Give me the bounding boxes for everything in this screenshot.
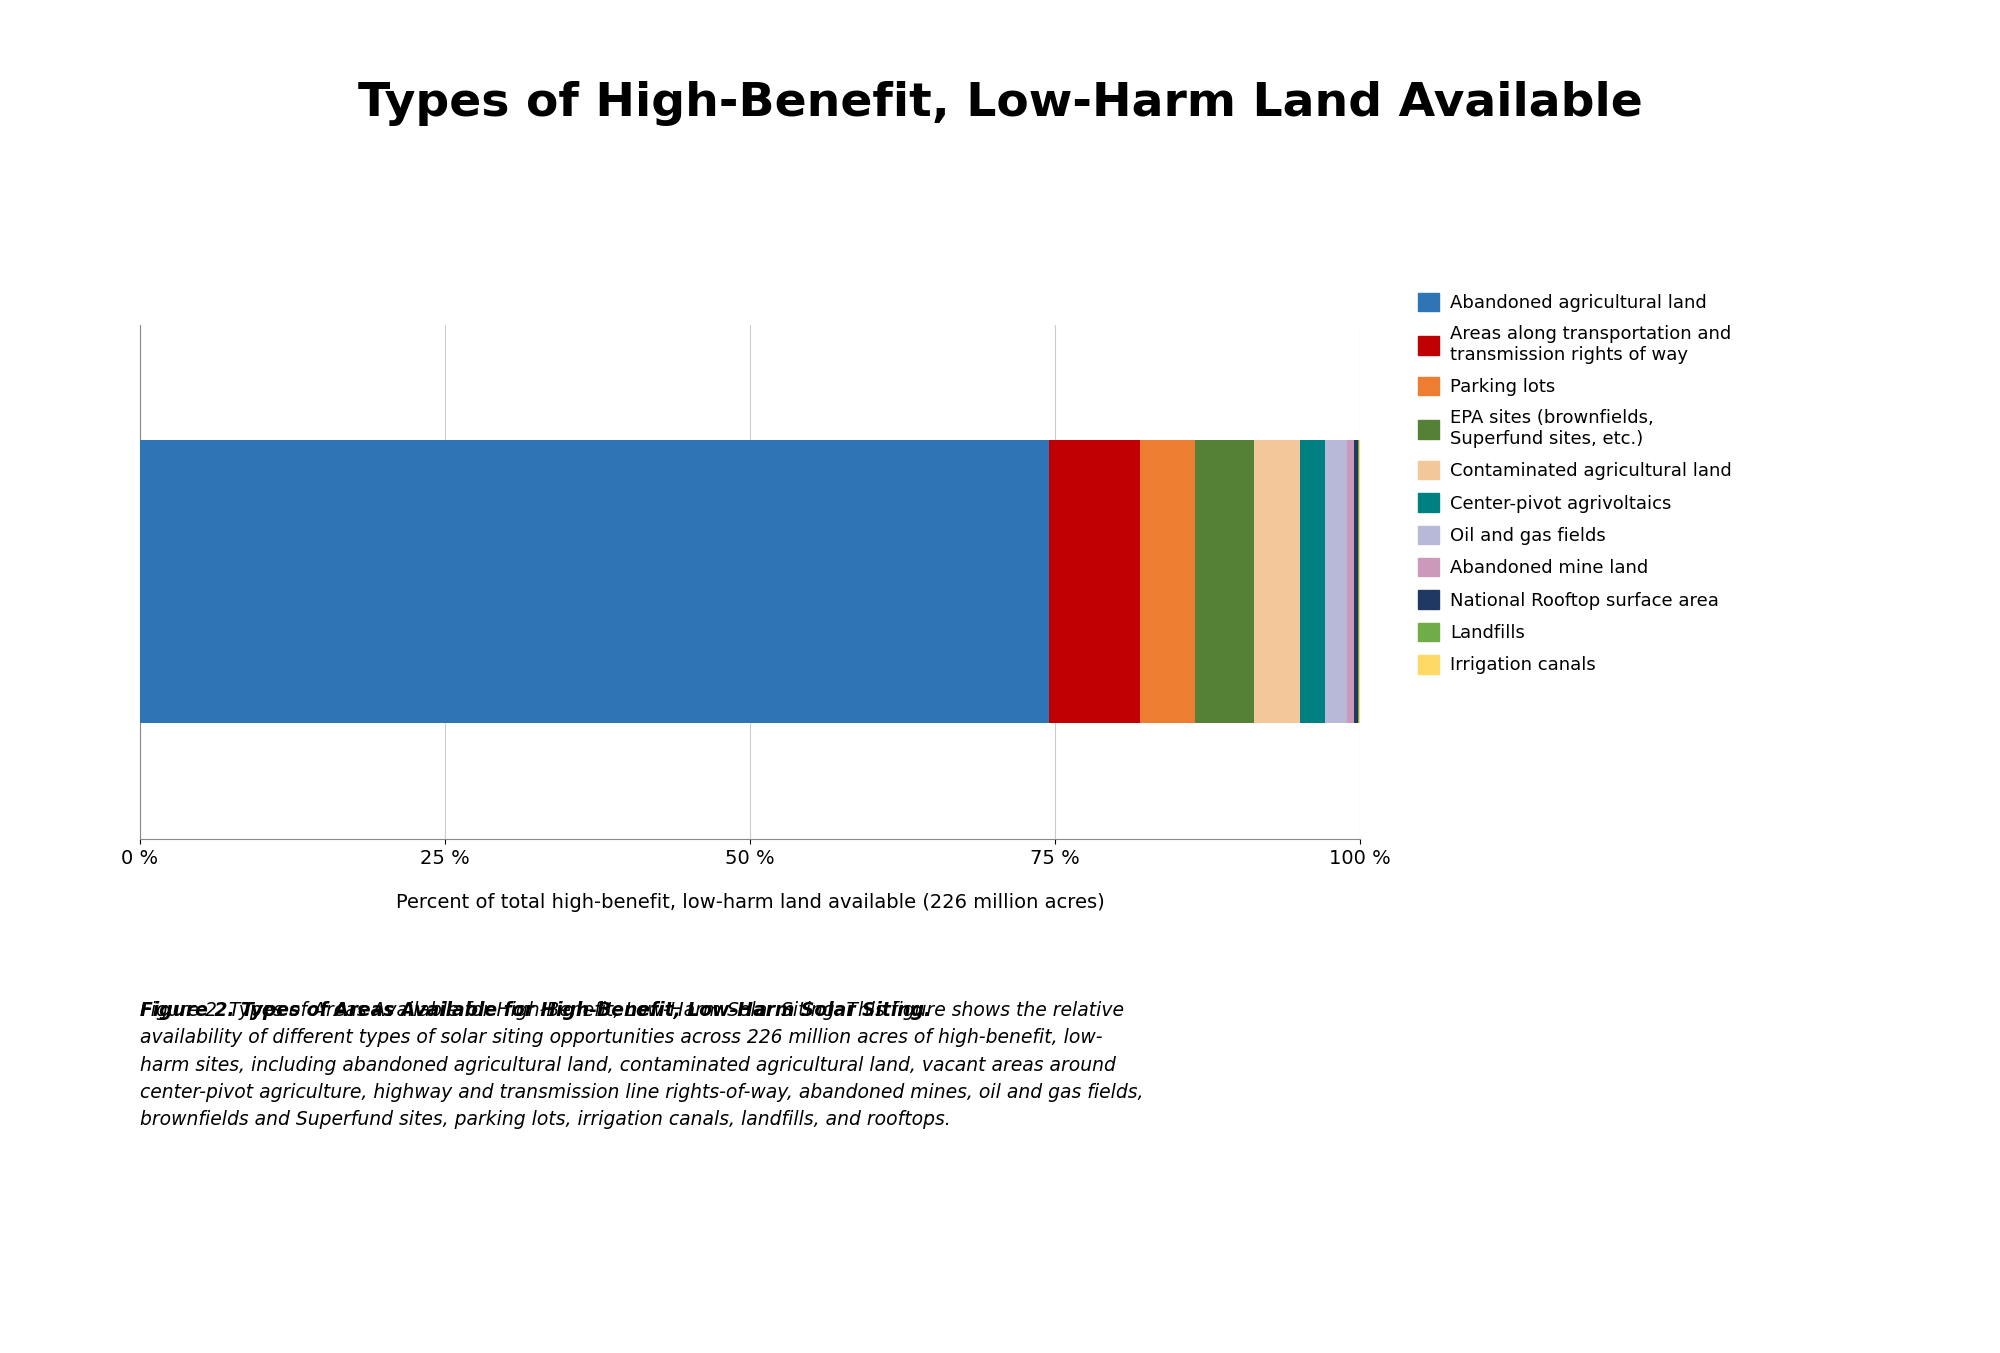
Bar [1140, 441, 1196, 723]
Bar [1346, 441, 1354, 723]
Bar [1300, 441, 1324, 723]
Bar [1324, 441, 1346, 723]
Bar [1254, 441, 1300, 723]
Text: Types of High-Benefit, Low-Harm Land Available: Types of High-Benefit, Low-Harm Land Ava… [358, 81, 1642, 126]
Legend: Abandoned agricultural land, Areas along transportation and
transmission rights : Abandoned agricultural land, Areas along… [1418, 292, 1732, 674]
Bar [1196, 441, 1254, 723]
Text: Figure 2. Types of Areas Available for High-Benefit, Low-Harm Solar Siting.: Figure 2. Types of Areas Available for H… [140, 1001, 932, 1020]
Text: Figure 2. Types of Areas Available for High-Benefit, Low-Harm Solar Siting. This: Figure 2. Types of Areas Available for H… [140, 1001, 1144, 1130]
X-axis label: Percent of total high-benefit, low-harm land available (226 million acres): Percent of total high-benefit, low-harm … [396, 893, 1104, 912]
Bar [1354, 441, 1358, 723]
Bar [1048, 441, 1140, 723]
Bar [140, 441, 1048, 723]
